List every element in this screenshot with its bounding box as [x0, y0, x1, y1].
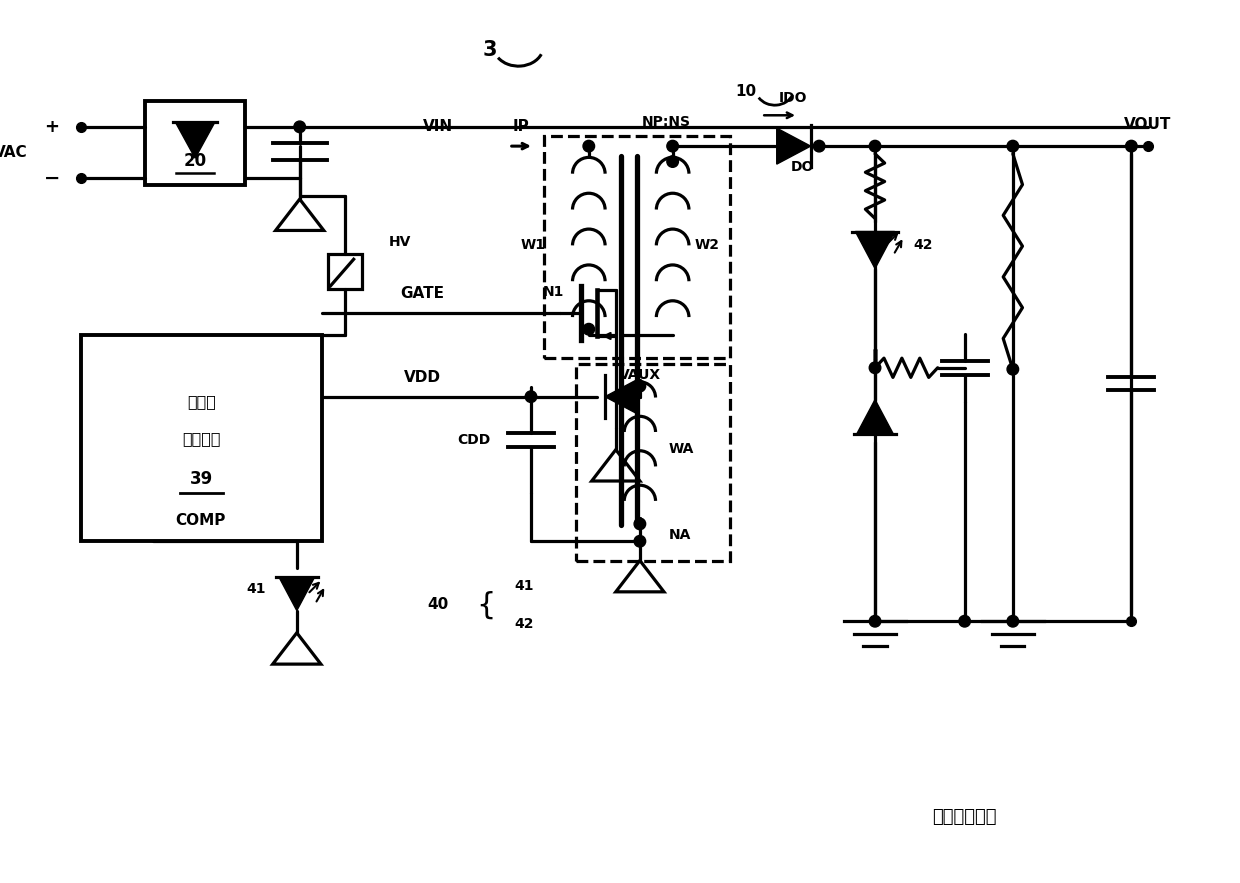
- Bar: [145, 101, 244, 185]
- Circle shape: [1126, 140, 1137, 152]
- Text: {: {: [476, 591, 495, 619]
- Circle shape: [869, 362, 880, 374]
- Circle shape: [667, 155, 678, 167]
- Text: 42: 42: [515, 617, 534, 631]
- Text: VOUT: VOUT: [1125, 117, 1172, 132]
- Circle shape: [634, 381, 646, 392]
- Text: W2: W2: [694, 238, 719, 253]
- Text: N1: N1: [542, 284, 564, 298]
- Text: 20: 20: [184, 152, 207, 170]
- Text: 一次側: 一次側: [187, 394, 216, 409]
- Text: NA: NA: [668, 528, 691, 542]
- Polygon shape: [176, 123, 215, 158]
- Bar: [543, 137, 730, 358]
- Circle shape: [583, 140, 595, 152]
- Text: 41: 41: [515, 578, 534, 592]
- Polygon shape: [857, 400, 893, 434]
- Text: 40: 40: [427, 597, 448, 612]
- Text: 42: 42: [914, 238, 932, 253]
- Circle shape: [634, 518, 646, 530]
- Text: 39: 39: [190, 470, 213, 487]
- Bar: [327, 254, 362, 289]
- Text: −: −: [43, 169, 61, 187]
- Text: DO: DO: [791, 161, 815, 174]
- Text: 10: 10: [735, 84, 756, 99]
- Circle shape: [1007, 140, 1018, 152]
- Text: VAUX: VAUX: [619, 368, 661, 382]
- Circle shape: [583, 323, 595, 335]
- Text: GATE: GATE: [401, 286, 444, 301]
- Circle shape: [869, 615, 880, 627]
- Text: （现有技术）: （现有技术）: [932, 808, 997, 826]
- Circle shape: [869, 140, 880, 152]
- Text: WA: WA: [668, 442, 694, 457]
- Polygon shape: [776, 128, 811, 164]
- Circle shape: [813, 140, 825, 152]
- Text: CDD: CDD: [458, 433, 491, 447]
- Text: IP: IP: [513, 119, 529, 134]
- Text: VAC: VAC: [0, 145, 29, 160]
- Polygon shape: [279, 577, 315, 611]
- Circle shape: [1007, 615, 1018, 627]
- Circle shape: [634, 535, 646, 547]
- Text: VIN: VIN: [423, 119, 453, 134]
- Text: 3: 3: [482, 40, 497, 60]
- Text: W1: W1: [521, 238, 546, 253]
- Text: HV: HV: [388, 236, 410, 250]
- Bar: [81, 335, 322, 541]
- Text: VDD: VDD: [403, 370, 440, 385]
- Circle shape: [526, 391, 537, 403]
- Text: 41: 41: [247, 583, 267, 596]
- Circle shape: [959, 615, 971, 627]
- Text: NP:NS: NP:NS: [641, 115, 691, 129]
- Text: 控制电路: 控制电路: [182, 431, 221, 446]
- Polygon shape: [856, 231, 895, 268]
- Bar: [577, 364, 730, 561]
- Text: COMP: COMP: [175, 512, 226, 527]
- Polygon shape: [605, 379, 639, 415]
- Text: +: +: [45, 117, 60, 136]
- Circle shape: [667, 140, 678, 152]
- Circle shape: [1007, 364, 1018, 375]
- Circle shape: [294, 121, 305, 132]
- Text: IDO: IDO: [779, 91, 807, 105]
